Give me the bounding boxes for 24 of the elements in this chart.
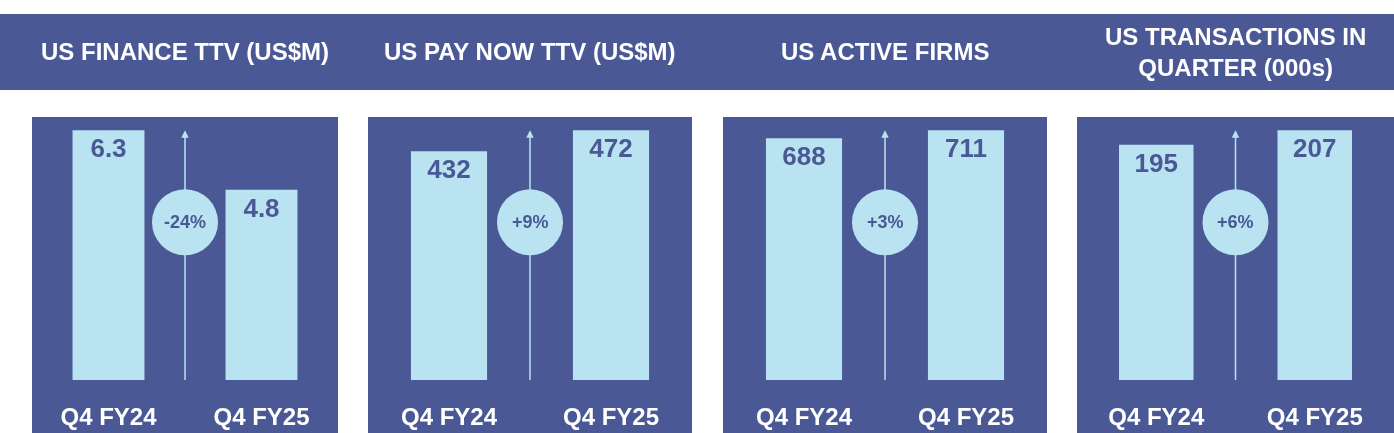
data-label: 195 (1134, 147, 1178, 178)
x-tick-label: Q4 FY25 (562, 403, 660, 430)
x-tick-label: Q4 FY24 (1108, 403, 1205, 430)
annotation: +9% (512, 212, 549, 232)
x-tick-label: Q4 FY25 (917, 403, 1015, 430)
x-tick-label: Q4 FY24 (60, 403, 158, 430)
data-label: 472 (589, 133, 633, 164)
chart-title: US ACTIVE FIRMS (781, 38, 990, 65)
annotation: -24% (164, 212, 207, 232)
data-label: 4.8 (243, 192, 280, 223)
data-label: 6.3 (90, 133, 127, 164)
data-label: 432 (427, 154, 471, 185)
x-tick-label: Q4 FY24 (755, 403, 853, 430)
x-tick-label: Q4 FY25 (1266, 403, 1363, 430)
data-label: 207 (1293, 133, 1337, 164)
x-tick-label: Q4 FY24 (400, 403, 498, 430)
x-tick-label: Q4 FY25 (213, 403, 310, 430)
annotation: +6% (1217, 212, 1254, 232)
annotation: +3% (867, 212, 904, 232)
chart-title: US TRANSACTIONS IN QUARTER (000s) (1105, 23, 1367, 82)
chart-title: US PAY NOW TTV (US$M) (384, 38, 676, 65)
data-label: 711 (945, 133, 987, 164)
data-label: 688 (782, 141, 826, 172)
chart-title: US FINANCE TTV (US$M) (41, 38, 329, 65)
